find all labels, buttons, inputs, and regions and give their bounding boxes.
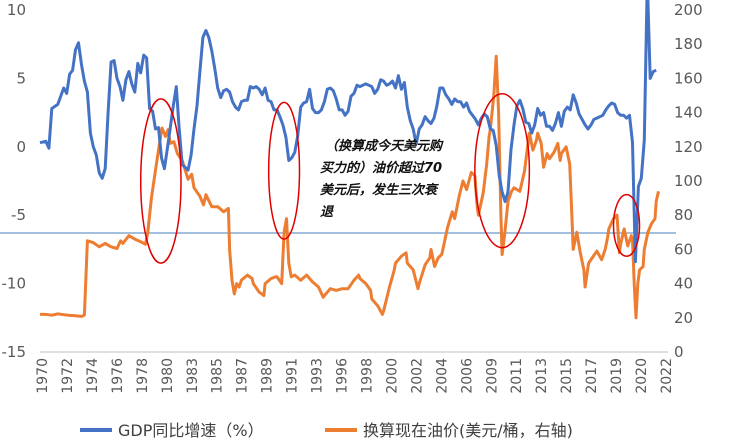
plot-area — [0, 0, 676, 353]
x-tick-label: 1989 — [260, 358, 276, 394]
right-tick-label: 100 — [674, 172, 703, 190]
x-tick-label: 1991 — [285, 358, 301, 394]
gdp-growth-line — [39, 0, 657, 264]
x-tick-label: 2017 — [584, 358, 600, 394]
left-tick-label: 10 — [7, 1, 26, 19]
right-tick-label: 140 — [674, 104, 703, 122]
oil-price-line — [40, 54, 660, 320]
right-tick-label: 80 — [674, 206, 693, 224]
x-tick-label: 2022 — [659, 358, 675, 394]
left-tick-label: 5 — [16, 69, 26, 87]
left-tick-label: 0 — [16, 138, 26, 156]
right-tick-label: 20 — [674, 309, 693, 327]
x-tick-label: 2020 — [634, 358, 650, 394]
right-tick-label: 60 — [674, 240, 693, 258]
x-tick-label: 2015 — [559, 358, 575, 394]
left-tick-label: -5 — [11, 206, 26, 224]
x-tick-label: 1993 — [310, 358, 326, 394]
annotation-line-2: 买力的）油价超过70 — [320, 160, 442, 176]
x-tick-label: 2013 — [534, 358, 550, 394]
highlight-circle — [267, 101, 301, 240]
x-tick-label: 2006 — [459, 358, 475, 394]
right-axis-ticks: 0 20 40 60 80 100 120 140 160 180 200 — [674, 1, 703, 361]
highlight-circle — [612, 193, 641, 257]
right-tick-label: 180 — [674, 35, 703, 53]
x-axis-ticks: 1970 1972 1974 1976 1978 1980 1983 1985 1987 1989… — [35, 358, 675, 394]
right-tick-label: 200 — [674, 1, 703, 19]
right-tick-label: 40 — [674, 275, 693, 293]
x-tick-label: 1972 — [60, 358, 76, 394]
x-tick-label: 1998 — [360, 358, 376, 394]
legend-label-gdp: GDP同比增速（%） — [118, 421, 264, 440]
x-tick-label: 2009 — [484, 358, 500, 394]
right-tick-label: 120 — [674, 138, 703, 156]
highlight-circle — [474, 93, 531, 249]
left-tick-label: -15 — [2, 343, 27, 361]
x-tick-label: 1978 — [135, 358, 151, 394]
x-tick-label: 2019 — [609, 358, 625, 394]
x-tick-label: 1970 — [35, 358, 51, 394]
legend-label-oil: 换算现在油价(美元/桶，右轴) — [363, 421, 573, 440]
x-tick-label: 1980 — [160, 358, 176, 394]
x-tick-label: 1996 — [335, 358, 351, 394]
x-tick-label: 1985 — [210, 358, 226, 394]
legend: GDP同比增速（%） 换算现在油价(美元/桶，右轴) — [80, 421, 573, 440]
annotation: （换算成今天美元购 买力的）油价超过70 美元后，发生三次衰 退 — [320, 138, 444, 220]
annotation-line-1: （换算成今天美元购 — [325, 138, 444, 154]
x-tick-label: 1976 — [110, 358, 126, 394]
left-tick-label: -10 — [2, 275, 27, 293]
x-tick-label: 2011 — [509, 358, 525, 394]
right-tick-label: 160 — [674, 69, 703, 87]
annotation-line-3: 美元后，发生三次衰 — [320, 182, 439, 198]
annotation-line-4: 退 — [320, 205, 335, 220]
highlight-circle — [139, 98, 182, 264]
left-axis-ticks: -15 -10 -5 0 5 10 — [2, 1, 27, 361]
x-tick-label: 1974 — [85, 358, 101, 394]
x-tick-label: 2004 — [434, 358, 450, 394]
x-tick-label: 2002 — [409, 358, 425, 394]
x-tick-label: 1987 — [235, 358, 251, 394]
x-tick-label: 2000 — [384, 358, 400, 394]
right-tick-label: 0 — [674, 343, 684, 361]
x-tick-label: 1983 — [185, 358, 201, 394]
